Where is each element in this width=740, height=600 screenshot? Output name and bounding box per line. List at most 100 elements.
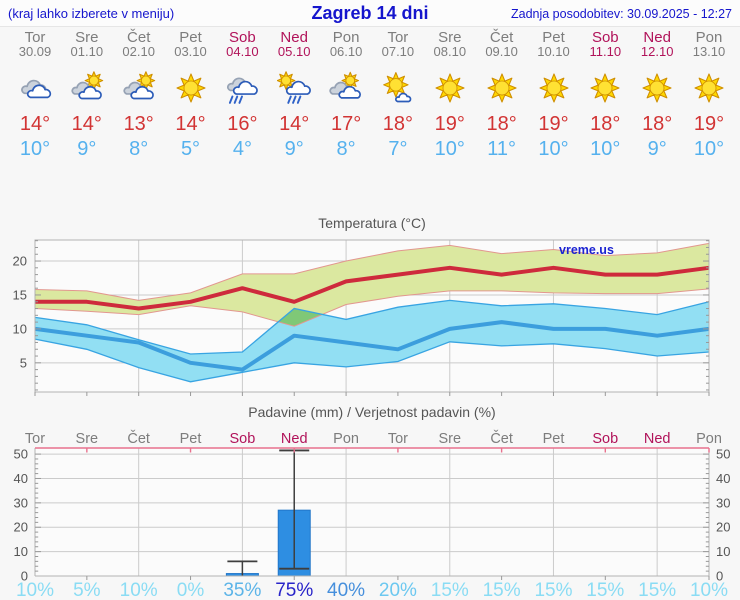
vreme-us-watermark[interactable]: vreme.us	[559, 243, 614, 257]
max-band-lower-edge	[34, 288, 710, 327]
temp-max: 18°	[382, 113, 414, 135]
front-cloud	[286, 80, 312, 95]
temp-plot-border	[34, 239, 710, 393]
day-date: 09.10	[485, 44, 518, 59]
min-temp-line	[34, 320, 710, 372]
precip-probability-label: 15%	[483, 580, 521, 600]
forecast-day-column[interactable]: Pon 13.10 19° 10°	[679, 30, 739, 159]
day-date: 03.10	[174, 44, 207, 59]
y-axis-label: 5	[20, 355, 27, 370]
sun-disc	[442, 80, 458, 96]
temp-max: 14°	[71, 113, 102, 135]
last-update-timestamp: Zadnja posodobitev: 30.09.2025 - 12:27	[510, 7, 732, 21]
y-axis-label-left: 30	[14, 495, 28, 510]
day-date: 12.10	[640, 44, 674, 59]
day-date: 02.10	[122, 44, 155, 59]
y-axis-label-right: 20	[716, 520, 730, 535]
forecast-day-column[interactable]: Tor 07.10 18° 7°	[368, 30, 428, 159]
min-band-lower-edge	[34, 338, 710, 383]
max-temp-line	[35, 265, 710, 311]
day-date: 08.10	[433, 44, 467, 59]
weather-icon-mostly-sunny	[383, 72, 412, 103]
precip-chart-title: Padavine (mm) / Verjetnost padavin (%)	[248, 404, 495, 420]
temp-max: 18°	[486, 113, 517, 135]
precip-plot-area	[35, 448, 709, 576]
temp-min: 8°	[336, 138, 356, 160]
sun-disc	[701, 80, 717, 96]
temp-min: 9°	[647, 138, 667, 160]
forecast-day-column[interactable]: Ned 12.10 18° 9°	[627, 30, 687, 159]
day-name: Sre	[75, 29, 99, 46]
day-name: Tor	[387, 29, 409, 46]
temp-min: 11°	[487, 138, 516, 160]
weather-icon-sun-rain	[277, 71, 312, 104]
temp-min: 7°	[388, 138, 408, 160]
forecast-day-column[interactable]: Čet 09.10 18° 11°	[472, 30, 532, 159]
forecast-day-column[interactable]: Sob 04.10 16° 4°	[212, 30, 272, 159]
max-temp-band	[35, 243, 709, 327]
precip-probability-label: 15%	[534, 580, 572, 600]
precip-probability-label: 10%	[690, 580, 728, 600]
precip-axis-day-label: Pet	[543, 431, 565, 447]
temp-min: 5°	[180, 138, 201, 160]
sun-disc	[546, 80, 561, 96]
day-name: Pet	[179, 29, 202, 46]
forecast-day-column[interactable]: Sre 01.10 14° 9°	[57, 30, 117, 159]
weather-icon-sunny	[175, 73, 206, 103]
y-axis-label-left: 20	[14, 520, 28, 535]
day-date: 05.10	[277, 44, 311, 59]
y-axis-label-left: 40	[14, 471, 28, 486]
rain-streak	[238, 95, 244, 104]
day-name: Ned	[280, 29, 308, 46]
day-name: Ned	[643, 29, 671, 46]
forecast-day-column[interactable]: Pet 10.10 19° 10°	[524, 30, 584, 159]
sun-disc	[494, 80, 510, 96]
forecast-strip: Tor 30.09 14° 10° Sre 01.10 14° 9° Čet 02.10 13° 8°…	[0, 28, 740, 214]
temp-min: 10°	[538, 138, 569, 160]
precip-axis-day-label: Ned	[281, 431, 308, 447]
precip-probability-label: 0%	[177, 580, 205, 600]
temp-min: 10°	[434, 138, 465, 160]
precip-axis-day-label: Sre	[438, 431, 461, 447]
forecast-day-column[interactable]: Sre 08.10 19° 10°	[420, 30, 480, 159]
forecast-day-column[interactable]: Ned 05.10 14° 9°	[264, 30, 324, 159]
precip-axis-day-label: Sob	[592, 431, 618, 447]
forecast-day-column[interactable]: Sob 11.10 18° 10°	[575, 30, 635, 159]
temp-max: 19°	[538, 113, 569, 135]
front-cloud	[78, 85, 102, 100]
temp-min: 10°	[590, 138, 621, 160]
precip-axis-day-label: Pet	[180, 431, 202, 447]
temp-max: 19°	[434, 113, 465, 135]
day-name: Pon	[695, 29, 723, 46]
temp-chart-title: Temperatura (°C)	[318, 215, 426, 231]
day-date: 10.10	[537, 44, 570, 59]
rain-streak	[234, 95, 239, 104]
weather-icon-cloudy	[21, 79, 52, 99]
temp-max: 14°	[175, 113, 206, 135]
sun-disc	[345, 75, 356, 86]
precipitation-chart: Padavine (mm) / Verjetnost padavin (%) To…	[14, 404, 731, 600]
precip-probability-label: 10%	[16, 580, 54, 600]
front-cloud	[130, 85, 154, 100]
precip-axis-day-label: Ned	[644, 431, 671, 447]
rain-streak	[287, 95, 292, 104]
temp-max: 14°	[279, 113, 310, 135]
front-cloud	[338, 85, 362, 99]
forecast-day-column[interactable]: Čet 02.10 13° 8°	[109, 30, 169, 159]
precip-probability-label: 5%	[73, 580, 101, 600]
sun-disc	[183, 80, 198, 96]
forecast-day-column[interactable]: Tor 30.09 14° 10°	[5, 30, 65, 159]
day-name: Tor	[24, 29, 46, 46]
precip-probability-label: 15%	[431, 580, 469, 600]
weather-icon-sun-clouds	[329, 71, 362, 99]
y-axis-label: 20	[13, 254, 27, 269]
day-name: Sob	[591, 29, 619, 46]
precip-probability-label: 10%	[120, 580, 158, 600]
forecast-day-column[interactable]: Pon 06.10 17° 8°	[316, 30, 376, 159]
forecast-day-column[interactable]: Pet 03.10 14° 5°	[161, 30, 221, 159]
y-axis-label-right: 10	[716, 544, 730, 559]
temp-max: 14°	[19, 113, 51, 135]
weather-icon-sun-cloud	[71, 71, 104, 100]
day-date: 06.10	[329, 44, 363, 59]
weather-icon-sunny	[694, 73, 724, 103]
